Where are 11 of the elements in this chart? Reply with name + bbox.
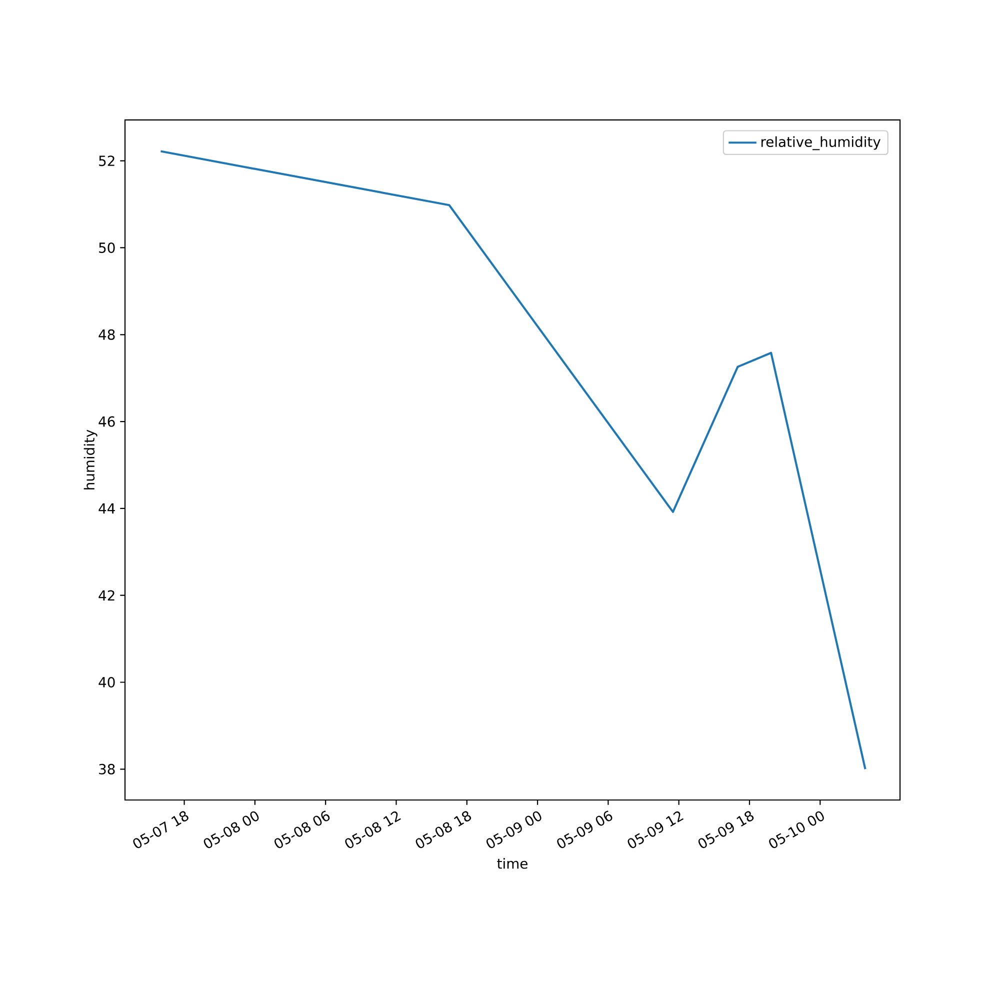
y-tick-label: 52 <box>99 156 114 166</box>
y-tick-label: 50 <box>99 242 115 253</box>
x-axis-title: time <box>497 858 528 869</box>
legend-label: relative_humidity <box>761 136 880 150</box>
y-tick-label: 46 <box>98 416 115 427</box>
y-tick-label: 40 <box>98 676 115 688</box>
y-tick-label: 44 <box>98 503 115 514</box>
y-tick-label: 38 <box>99 764 115 774</box>
y-axis-title: humidity <box>84 430 98 490</box>
y-tick-label: 48 <box>98 329 115 340</box>
y-tick-label: 42 <box>98 590 114 600</box>
